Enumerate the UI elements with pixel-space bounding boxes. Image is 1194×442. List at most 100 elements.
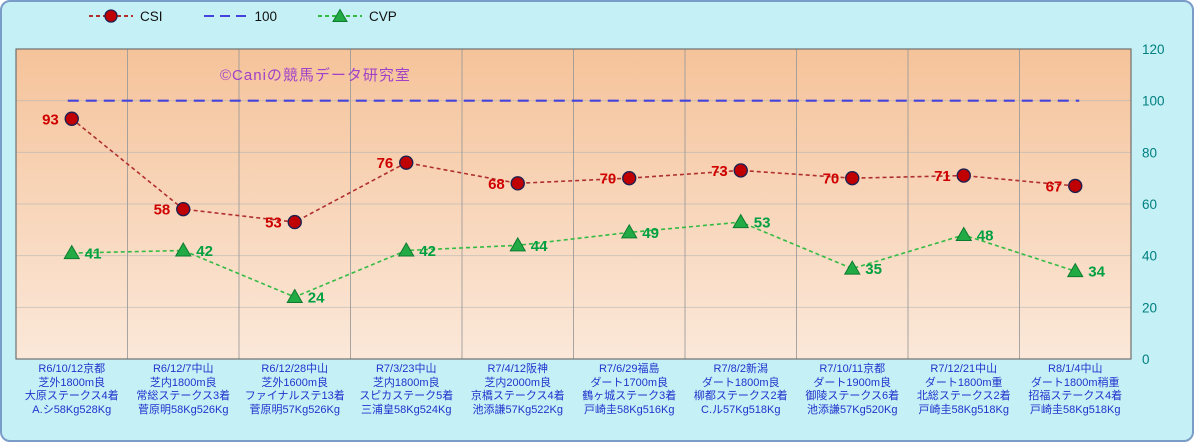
data-label-cvp: 34 xyxy=(1088,264,1105,281)
data-label-cvp: 44 xyxy=(531,238,548,255)
x-axis-label-line: 芝外1600m良 xyxy=(261,376,329,389)
data-label-csi: 58 xyxy=(154,202,171,219)
x-axis-label-line: R8/1/4中山 xyxy=(1048,363,1103,375)
data-label-csi: 53 xyxy=(265,215,282,232)
x-axis-label-line: 北総ステークス2着 xyxy=(916,390,1011,402)
legend-label: CVP xyxy=(369,8,397,24)
x-axis-label-line: 戸崎圭58Kg516Kg xyxy=(584,403,675,416)
x-axis-label-line: 三浦皇58Kg524Kg xyxy=(361,403,452,416)
x-axis-label-1: R6/10/12京都 芝外1800m良 大原ステークス4着 A.シ58Kg528Kg xyxy=(16,363,128,417)
data-label-cvp: 49 xyxy=(642,225,659,242)
x-axis-label-line: R7/6/29福島 xyxy=(598,363,660,375)
data-point-csi xyxy=(510,176,525,191)
x-axis-label-2: R6/12/7中山 芝内1800m良 常総ステークス3着 菅原明58Kg526Kg xyxy=(128,363,240,417)
data-point-csi xyxy=(64,111,79,126)
x-axis-label-line: ダート1800m重 xyxy=(924,376,1003,389)
data-label-csi: 67 xyxy=(1046,178,1063,195)
y-tick-label: 20 xyxy=(1142,300,1157,315)
x-axis-label-7: R7/8/2新潟 ダート1800m良 柳都ステークス2着 C.ル57Kg518Kg xyxy=(685,363,797,417)
series-line-csi xyxy=(71,118,1076,223)
x-axis-label-line: 鶴ヶ城ステーク3着 xyxy=(582,390,677,402)
x-axis-label-line: R7/12/21中山 xyxy=(930,363,998,375)
legend: CSI 100 CVP xyxy=(88,8,397,24)
x-axis-label-line: A.シ58Kg528Kg xyxy=(32,403,112,416)
y-tick-label: 40 xyxy=(1142,249,1157,264)
watermark: ©Caniの競馬データ研究室 xyxy=(220,67,411,84)
x-axis-label-line: 池添謙57Kg520Kg xyxy=(807,403,898,416)
data-label-cvp: 41 xyxy=(85,246,102,263)
x-axis-label-line: 芝外1800m良 xyxy=(38,376,106,389)
legend-label: CSI xyxy=(140,8,163,24)
data-point-csi xyxy=(287,214,302,230)
data-label-cvp: 48 xyxy=(977,228,994,245)
data-point-csi xyxy=(176,201,191,217)
data-label-csi: 71 xyxy=(934,168,951,185)
data-label-cvp: 24 xyxy=(308,290,325,307)
x-axis-label-line: ダート1900m良 xyxy=(813,376,892,389)
data-point-csi xyxy=(622,170,637,186)
data-point-cvp xyxy=(509,236,527,252)
x-axis-label-line: 芝内2000m良 xyxy=(484,376,552,389)
x-axis-label-line: R7/3/23中山 xyxy=(375,363,437,375)
x-axis-label-6: R7/6/29福島 ダート1700m良 鶴ヶ城ステーク3着 戸崎圭58Kg516Kg xyxy=(574,363,686,417)
x-axis-label-line: ダート1800m良 xyxy=(701,376,780,389)
x-axis-label-line: ダート1700m良 xyxy=(590,376,669,389)
data-label-csi: 70 xyxy=(823,171,840,188)
legend-marker-circle-icon xyxy=(89,9,133,23)
x-axis-label-line: 招福ステークス4着 xyxy=(1028,390,1123,402)
data-point-cvp xyxy=(620,223,638,239)
data-label-csi: 68 xyxy=(488,176,505,193)
x-axis-label-4: R7/3/23中山 芝内1800m良 スピカステーク5着 三浦皇58Kg524Kg xyxy=(351,363,463,417)
x-axis-label-3: R6/12/28中山 芝外1600m良 ファイナルステ13着 菅原明57Kg526Kg xyxy=(239,363,351,417)
data-point-csi xyxy=(1068,178,1083,194)
x-axis-label-line: R6/12/28中山 xyxy=(261,363,329,375)
plot-border xyxy=(15,48,1132,360)
x-axis-label-line: 戸崎圭58Kg518Kg xyxy=(918,403,1010,416)
x-axis-label-line: R7/8/2新潟 xyxy=(713,363,768,375)
x-axis-label-line: 柳都ステークス2着 xyxy=(693,390,788,402)
x-axis-labels: R6/10/12京都 芝外1800m良 大原ステークス4着 A.シ58Kg528Kg R… xyxy=(16,363,1131,417)
data-label-csi: 70 xyxy=(600,171,617,188)
y-tick-label: 120 xyxy=(1142,42,1165,57)
data-point-cvp xyxy=(732,213,750,229)
x-axis-label-line: スピカステーク5着 xyxy=(359,390,454,402)
x-axis-label-line: 大原ステークス4着 xyxy=(24,390,119,402)
legend-item-100: 100 xyxy=(203,8,278,24)
data-point-cvp xyxy=(955,226,973,241)
y-tick-label: 80 xyxy=(1142,145,1157,160)
x-axis-label-line: 芝内1800m良 xyxy=(149,376,217,389)
data-point-cvp xyxy=(1066,262,1084,278)
data-point-csi xyxy=(399,155,414,170)
x-axis-label-line: R7/10/11京都 xyxy=(819,363,886,375)
series-line-cvp xyxy=(71,221,1076,298)
data-point-csi xyxy=(845,170,860,186)
x-axis-label-line: 御陵ステークス6着 xyxy=(805,390,900,402)
legend-marker-line-icon xyxy=(203,15,248,17)
x-axis-label-5: R7/4/12阪神 芝内2000m良 京橋ステークス4着 池添謙57Kg522Kg xyxy=(462,363,574,417)
x-axis-label-10: R8/1/4中山 ダート1800m稍重 招福ステークス4着 戸崎圭58Kg518Kg xyxy=(1020,363,1132,417)
legend-item-csi: CSI xyxy=(88,8,163,24)
data-point-cvp xyxy=(843,260,861,275)
x-axis-label-line: 菅原明58Kg526Kg xyxy=(138,403,229,416)
y-tick-label: 100 xyxy=(1142,94,1165,109)
x-axis-label-line: 菅原明57Kg526Kg xyxy=(249,403,341,416)
data-label-cvp: 42 xyxy=(419,243,436,260)
x-axis-label-9: R7/12/21中山 ダート1800m重 北総ステークス2着 戸崎圭58Kg518Kg xyxy=(908,363,1020,417)
x-axis-label-line: 常総ステークス3着 xyxy=(136,390,231,402)
data-label-csi: 73 xyxy=(711,163,728,180)
x-axis-label-line: R6/10/12京都 xyxy=(38,363,106,375)
data-point-cvp xyxy=(286,288,304,303)
x-axis-label-line: ダート1800m稍重 xyxy=(1030,376,1120,389)
data-point-csi xyxy=(733,163,748,178)
data-point-cvp xyxy=(63,244,81,260)
x-axis-label-line: R7/4/12阪神 xyxy=(487,363,549,375)
x-axis-label-line: 京橋ステークス4着 xyxy=(470,390,565,402)
y-tick-label: 60 xyxy=(1142,197,1157,212)
x-axis-label-line: 池添謙57Kg522Kg xyxy=(472,403,564,416)
x-axis-label-line: R6/12/7中山 xyxy=(152,363,214,375)
legend-label: 100 xyxy=(254,8,278,24)
data-label-csi: 93 xyxy=(42,111,59,128)
data-point-csi xyxy=(956,168,971,183)
